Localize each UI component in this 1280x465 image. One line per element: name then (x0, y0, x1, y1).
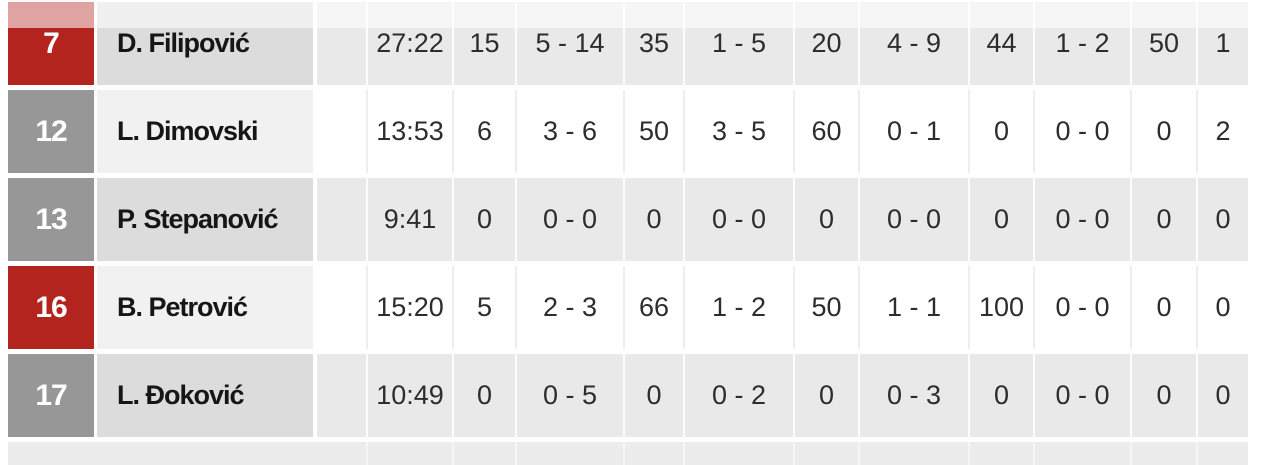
stat-3pt-pct: 20 (793, 2, 858, 85)
stat-3pt-made-attempted: 0 - 0 (683, 178, 793, 261)
stat-2pt-made-attempted: 2 - 3 (515, 266, 623, 349)
stat-ft-made-attempted: 0 - 1 (858, 90, 968, 173)
stat-2pt-made-attempted: 0 - 5 (515, 354, 623, 437)
stat-points: 0 (452, 354, 515, 437)
stat-2pt-pct: 0 (623, 354, 683, 437)
stat-ft-made-attempted: 1 - 1 (858, 266, 968, 349)
stat-2pt-pct: 66 (623, 266, 683, 349)
stat-2pt-made-attempted: 5 - 14 (515, 2, 623, 85)
jersey-number-cell: 12 (8, 90, 94, 173)
stat-3pt-made-attempted: 0 - 2 (683, 354, 793, 437)
player-row[interactable]: 16 B. Petrović 15:20 5 2 - 3 66 1 - 2 50… (0, 266, 1280, 349)
stat-pair-made-attempted: 1 - 2 (1033, 2, 1130, 85)
stat-pair-pct: 0 (1130, 266, 1196, 349)
stat-pair-made-attempted: 0 - 0 (1033, 354, 1130, 437)
player-name-cell: B. Petrović (97, 266, 313, 349)
player-row[interactable]: 12 L. Dimovski 13:53 6 3 - 6 50 3 - 5 60… (0, 90, 1280, 173)
stat-last: 2 (1196, 90, 1248, 173)
stat-ft-pct: 0 (968, 354, 1033, 437)
stat-pair-pct: 0 (1130, 178, 1196, 261)
player-row[interactable]: 13 P. Stepanović 9:41 0 0 - 0 0 0 - 0 0 … (0, 178, 1280, 261)
stat-points: 15 (452, 2, 515, 85)
stat-3pt-made-attempted: 3 - 5 (683, 90, 793, 173)
stat-pair-pct: 0 (1130, 90, 1196, 173)
spacer-cell (317, 354, 366, 437)
stats-cells: 27:22 15 5 - 14 35 1 - 5 20 4 - 9 44 1 -… (317, 2, 1248, 85)
stat-3pt-pct: 60 (793, 90, 858, 173)
stat-3pt-made-attempted: 1 - 5 (683, 2, 793, 85)
spacer-cell (317, 2, 366, 85)
player-row[interactable]: 17 L. Đoković 10:49 0 0 - 5 0 0 - 2 0 0 … (0, 354, 1280, 437)
player-row[interactable]: 7 D. Filipović 27:22 15 5 - 14 35 1 - 5 … (0, 2, 1280, 85)
stat-pair-pct: 0 (1130, 354, 1196, 437)
stat-points: 6 (452, 90, 515, 173)
stats-cells: 9:41 0 0 - 0 0 0 - 0 0 0 - 0 0 0 - 0 0 0 (317, 178, 1248, 261)
stats-cells: 13:53 6 3 - 6 50 3 - 5 60 0 - 1 0 0 - 0 … (317, 90, 1248, 173)
stat-2pt-made-attempted: 3 - 6 (515, 90, 623, 173)
jersey-number-cell: 16 (8, 266, 94, 349)
jersey-number-cell: 17 (8, 354, 94, 437)
player-name-cell: D. Filipović (97, 2, 313, 85)
stat-2pt-made-attempted: 0 - 0 (515, 178, 623, 261)
spacer-cell (317, 266, 366, 349)
stat-ft-pct: 0 (968, 90, 1033, 173)
stat-2pt-pct: 50 (623, 90, 683, 173)
stat-pair-made-attempted: 0 - 0 (1033, 90, 1130, 173)
stat-last: 0 (1196, 178, 1248, 261)
stats-cells: 15:20 5 2 - 3 66 1 - 2 50 1 - 1 100 0 - … (317, 266, 1248, 349)
stat-ft-made-attempted: 0 - 0 (858, 178, 968, 261)
stat-pair-made-attempted: 0 - 0 (1033, 266, 1130, 349)
stat-3pt-made-attempted: 1 - 2 (683, 266, 793, 349)
stat-ft-pct: 0 (968, 178, 1033, 261)
next-row-partial (8, 442, 1248, 465)
stat-3pt-pct: 0 (793, 178, 858, 261)
stat-minutes: 15:20 (366, 266, 452, 349)
stat-3pt-pct: 50 (793, 266, 858, 349)
stat-ft-pct: 100 (968, 266, 1033, 349)
stat-ft-pct: 44 (968, 2, 1033, 85)
player-name-cell: P. Stepanović (97, 178, 313, 261)
stats-cells: 10:49 0 0 - 5 0 0 - 2 0 0 - 3 0 0 - 0 0 … (317, 354, 1248, 437)
spacer-cell (317, 178, 366, 261)
stat-minutes: 10:49 (366, 354, 452, 437)
player-name-cell: L. Dimovski (97, 90, 313, 173)
stat-ft-made-attempted: 0 - 3 (858, 354, 968, 437)
stat-points: 0 (452, 178, 515, 261)
stat-minutes: 13:53 (366, 90, 452, 173)
jersey-number-cell: 7 (8, 2, 94, 85)
stat-minutes: 9:41 (366, 178, 452, 261)
next-row-column-separators (317, 442, 1248, 465)
stat-last: 0 (1196, 354, 1248, 437)
spacer-cell (317, 90, 366, 173)
stat-2pt-pct: 35 (623, 2, 683, 85)
stat-3pt-pct: 0 (793, 354, 858, 437)
stat-last: 1 (1196, 2, 1248, 85)
jersey-number-cell: 13 (8, 178, 94, 261)
stat-minutes: 27:22 (366, 2, 452, 85)
stat-pair-made-attempted: 0 - 0 (1033, 178, 1130, 261)
stat-last: 0 (1196, 266, 1248, 349)
stat-2pt-pct: 0 (623, 178, 683, 261)
stat-points: 5 (452, 266, 515, 349)
stat-pair-pct: 50 (1130, 2, 1196, 85)
player-name-cell: L. Đoković (97, 354, 313, 437)
stat-ft-made-attempted: 4 - 9 (858, 2, 968, 85)
